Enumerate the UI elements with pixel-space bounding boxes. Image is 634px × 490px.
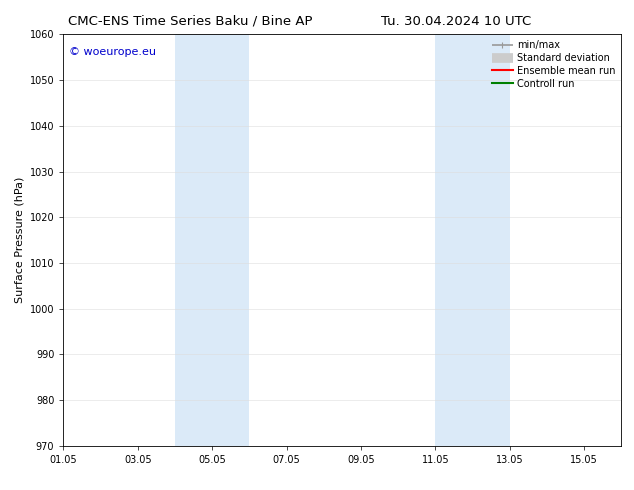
Text: CMC-ENS Time Series Baku / Bine AP: CMC-ENS Time Series Baku / Bine AP <box>68 15 313 28</box>
Legend: min/max, Standard deviation, Ensemble mean run, Controll run: min/max, Standard deviation, Ensemble me… <box>488 36 619 93</box>
Y-axis label: Surface Pressure (hPa): Surface Pressure (hPa) <box>14 177 24 303</box>
Bar <box>436 34 510 446</box>
Text: © woeurope.eu: © woeurope.eu <box>69 47 156 57</box>
Bar <box>175 34 249 446</box>
Text: Tu. 30.04.2024 10 UTC: Tu. 30.04.2024 10 UTC <box>382 15 531 28</box>
